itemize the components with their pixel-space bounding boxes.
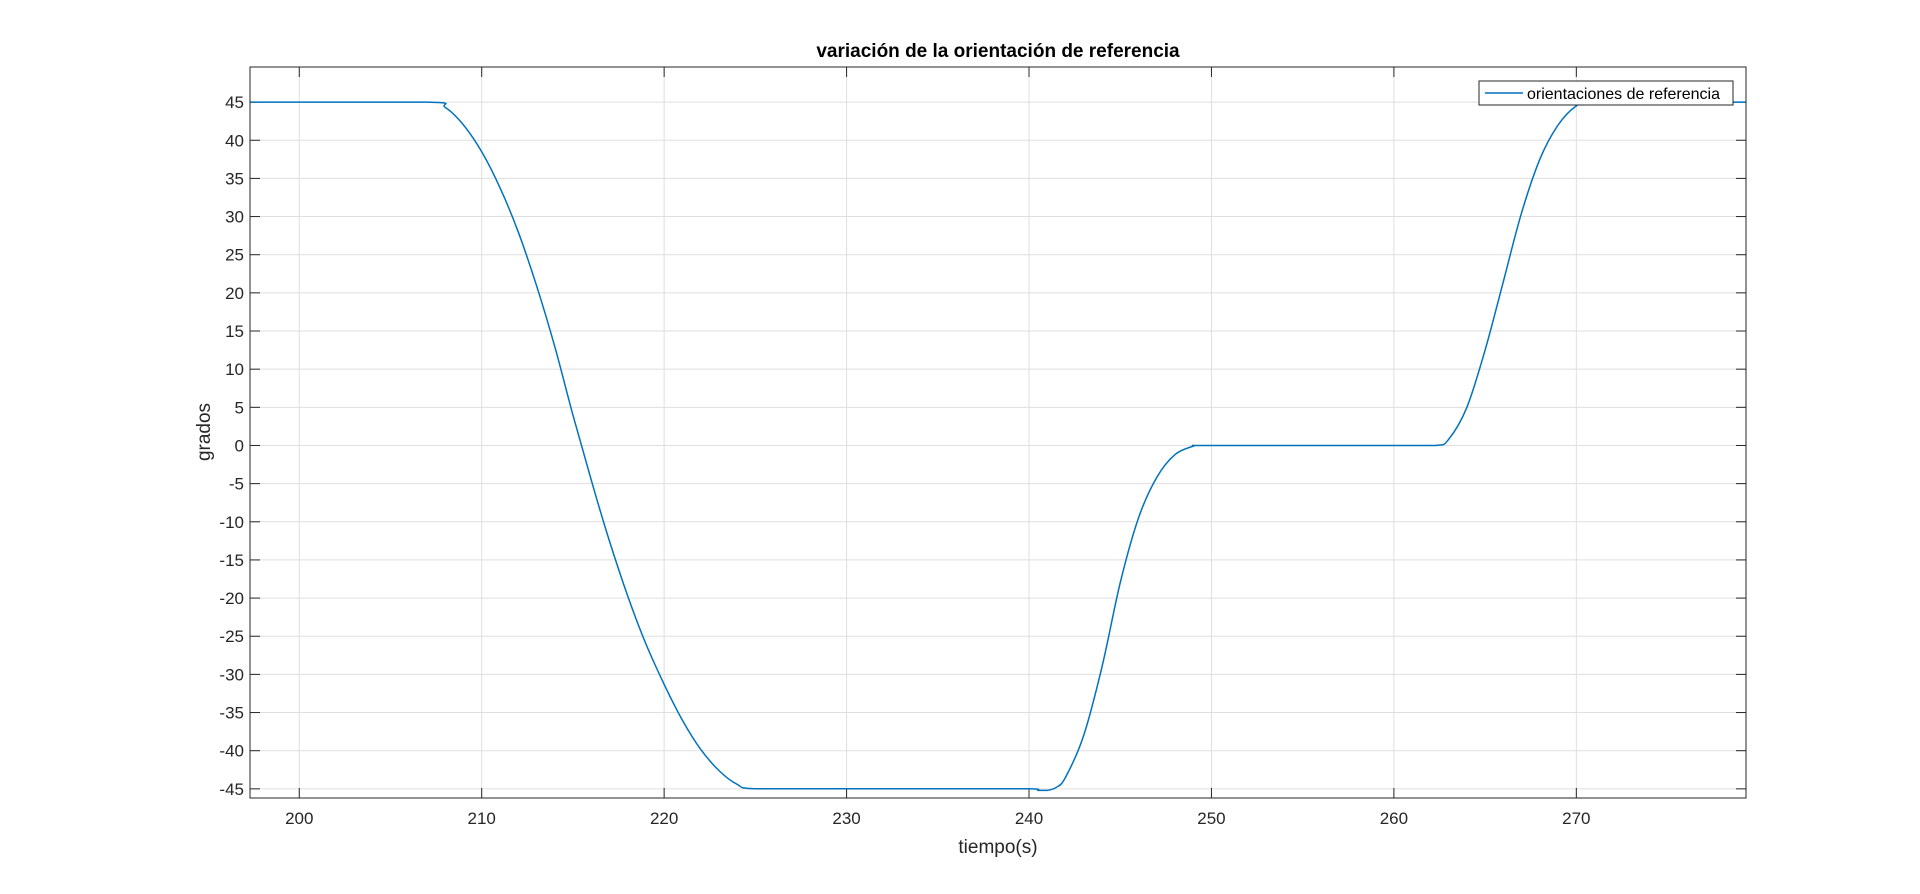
y-tick-label: -35 <box>219 704 244 723</box>
x-tick-label: 270 <box>1562 809 1590 828</box>
x-tick-label: 260 <box>1380 809 1408 828</box>
series-layer <box>250 101 1746 792</box>
x-tick-label: 230 <box>832 809 860 828</box>
y-tick-label: -30 <box>219 665 244 684</box>
y-tick-label: 35 <box>225 169 244 188</box>
chart-title: variación de la orientación de referenci… <box>816 41 1180 62</box>
y-tick-label: -20 <box>219 589 244 608</box>
y-axis-label: grados <box>194 403 215 461</box>
y-tick-label: 20 <box>225 284 244 303</box>
grid-lines <box>250 67 1746 798</box>
y-tick-label: -45 <box>219 780 244 799</box>
legend-label: orientaciones de referencia <box>1527 86 1720 103</box>
x-tick-label: 240 <box>1015 809 1043 828</box>
y-tick-label: -5 <box>229 475 244 494</box>
y-tick-label: 10 <box>225 360 244 379</box>
y-tick-label: 45 <box>225 93 244 112</box>
x-tick-label: 220 <box>650 809 678 828</box>
x-tick-label: 200 <box>285 809 313 828</box>
y-tick-labels: 45 40 35 30 25 20 15 10 5 0 -5 -10 -15 -20 -25 -30 -35 -4… <box>219 93 244 799</box>
y-tick-label: -15 <box>219 551 244 570</box>
y-tick-label: 5 <box>235 398 244 417</box>
legend: orientaciones de referencia <box>1478 80 1734 106</box>
y-tick-label: 25 <box>225 246 244 265</box>
y-tick-label: 30 <box>225 208 244 227</box>
x-axis-label: tiempo(s) <box>958 837 1037 858</box>
plot-frame <box>249 66 1747 799</box>
y-tick-label: -25 <box>219 627 244 646</box>
y-tick-label: 15 <box>225 322 244 341</box>
y-tick-label: 0 <box>235 436 244 455</box>
plot-area <box>250 67 1746 798</box>
x-tick-label: 250 <box>1197 809 1225 828</box>
series-line <box>250 101 1746 792</box>
x-tick-labels: 200 210 220 230 240 250 260 270 <box>285 809 1590 828</box>
x-tick-label: 210 <box>468 809 496 828</box>
y-tick-label: -40 <box>219 742 244 761</box>
y-tick-label: -10 <box>219 513 244 532</box>
y-tick-label: 40 <box>225 131 244 150</box>
